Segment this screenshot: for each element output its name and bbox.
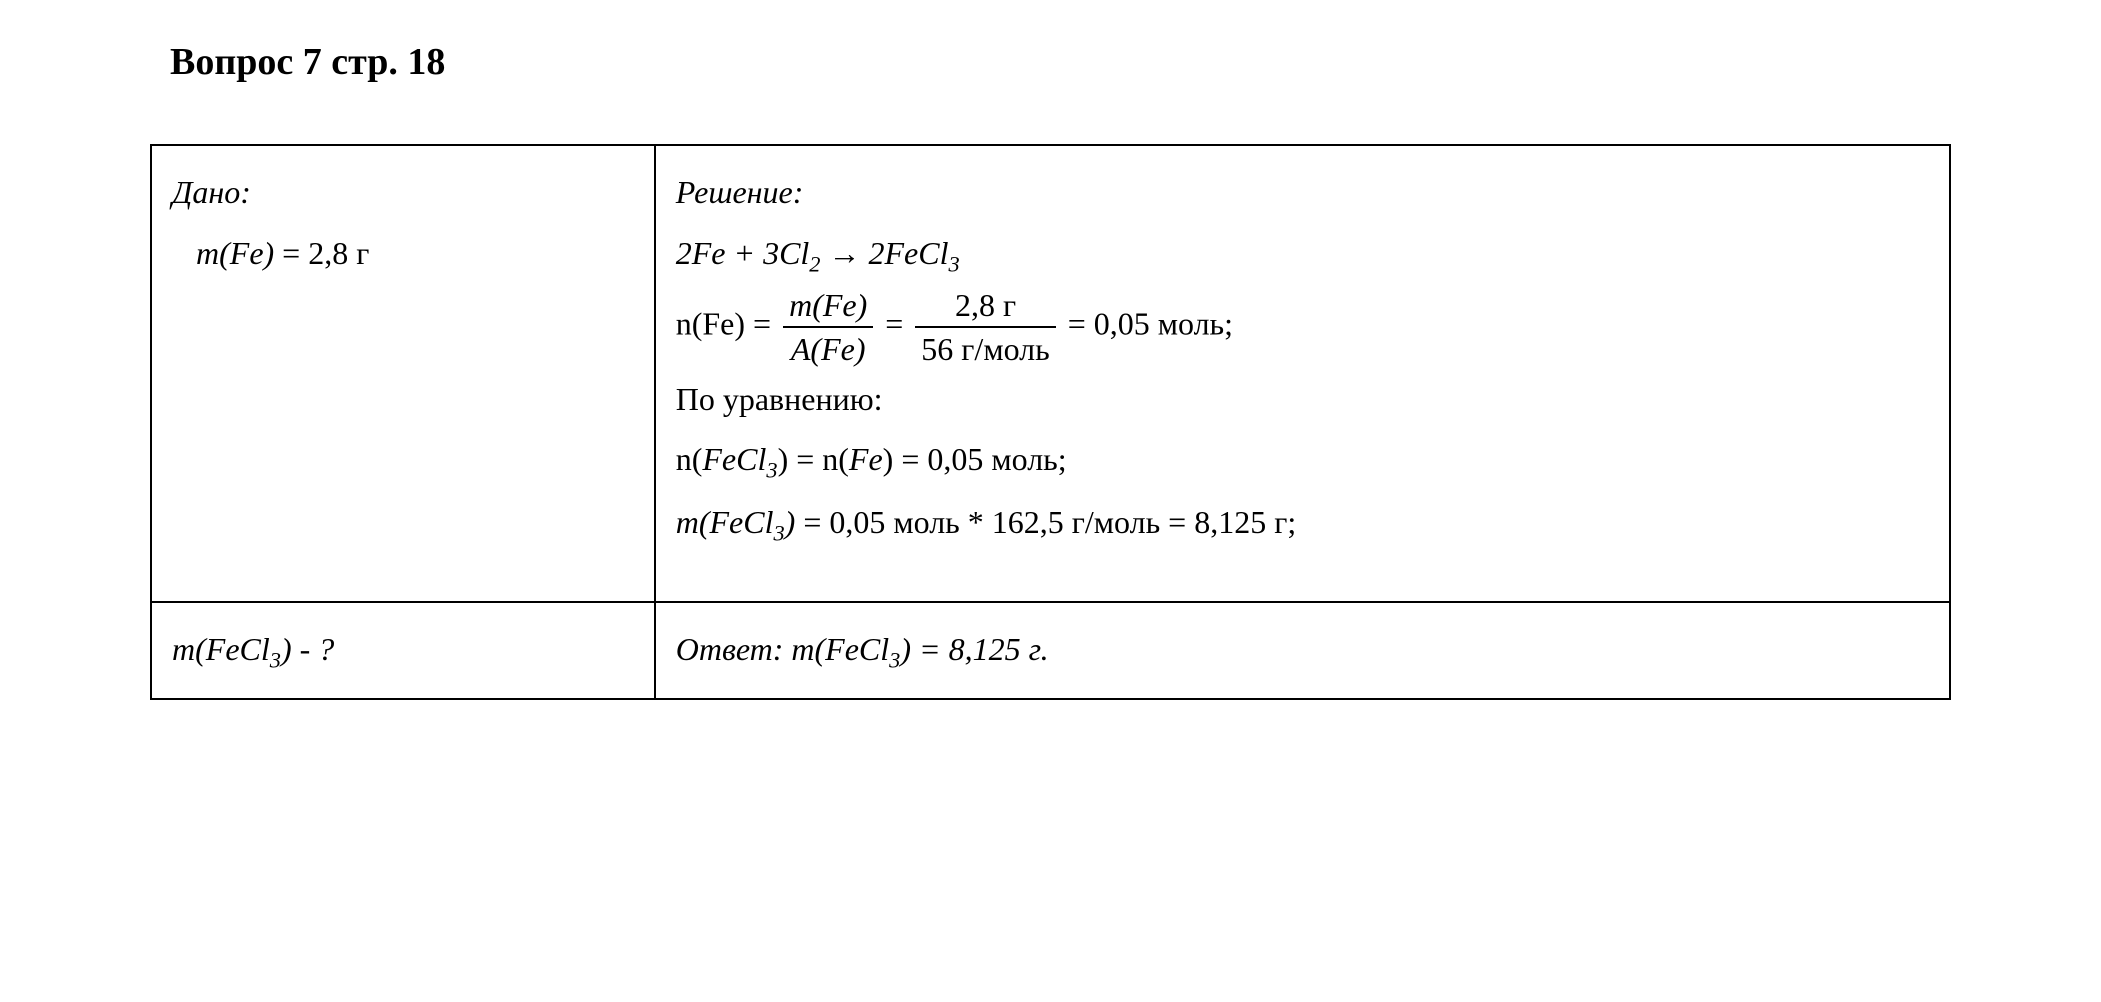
eq-sub1: 2 [809, 251, 820, 276]
answer-cell: Ответ: m(FeCl3) = 8,125 г. [655, 602, 1950, 699]
answer-sub: 3 [889, 648, 900, 673]
moles-fe-eq1: = [877, 305, 911, 341]
mass-fecl3-prefix: m(FeCl [676, 504, 774, 540]
page-title: Вопрос 7 стр. 18 [170, 40, 1951, 84]
mass-fecl3-suff-close: ) [785, 504, 796, 540]
mass-fecl3-sub: 3 [773, 521, 784, 546]
moles-fecl3-prefix: n( [676, 441, 703, 477]
frac1-num: m(Fe) [783, 286, 873, 328]
moles-fecl3-suffix: ) = 0,05 моль; [883, 441, 1067, 477]
eq-arrow: → 2FeCl [821, 235, 949, 271]
find-suffix: ) - ? [281, 631, 334, 667]
moles-fecl3-mid: ) = n( [778, 441, 849, 477]
answer-suffix: ) = 8,125 г. [900, 631, 1048, 667]
find-prefix: m(FeCl [172, 631, 270, 667]
solution-table: Дано: m(Fe) = 2,8 г Решение: 2Fe + 3Cl2 … [150, 144, 1951, 700]
answer-label: Ответ: [676, 631, 784, 667]
answer-prefix: m(FeCl [783, 631, 889, 667]
solution-cell: Решение: 2Fe + 3Cl2 → 2FeCl3 n(Fe) = m(F… [655, 145, 1950, 602]
find-sub: 3 [270, 648, 281, 673]
given-cell: Дано: m(Fe) = 2,8 г [151, 145, 655, 602]
moles-fe-result: = 0,05 моль; [1060, 305, 1233, 341]
by-equation: По уравнению: [676, 381, 883, 417]
eq-sub2: 3 [948, 251, 959, 276]
moles-fecl3-f2: Fe [849, 441, 883, 477]
mass-fe-value: = 2,8 г [274, 235, 369, 271]
moles-fecl3-sub1: 3 [766, 458, 777, 483]
solution-label: Решение: [676, 174, 804, 210]
mass-fe-label: m(Fe) [196, 235, 274, 271]
mass-fecl3-suffix: = 0,05 моль * 162,5 г/моль = 8,125 г; [795, 504, 1296, 540]
moles-fecl3-f1: FeCl [702, 441, 766, 477]
frac2-den: 56 г/моль [915, 328, 1055, 368]
frac1-den: A(Fe) [783, 328, 873, 368]
moles-fe-prefix: n(Fe) = [676, 305, 779, 341]
main-row: Дано: m(Fe) = 2,8 г Решение: 2Fe + 3Cl2 … [151, 145, 1950, 602]
find-cell: m(FeCl3) - ? [151, 602, 655, 699]
answer-row: m(FeCl3) - ? Ответ: m(FeCl3) = 8,125 г. [151, 602, 1950, 699]
eq-prefix: 2Fe + 3Cl [676, 235, 810, 271]
given-label: Дано: [172, 174, 251, 210]
frac2-num: 2,8 г [915, 286, 1055, 328]
